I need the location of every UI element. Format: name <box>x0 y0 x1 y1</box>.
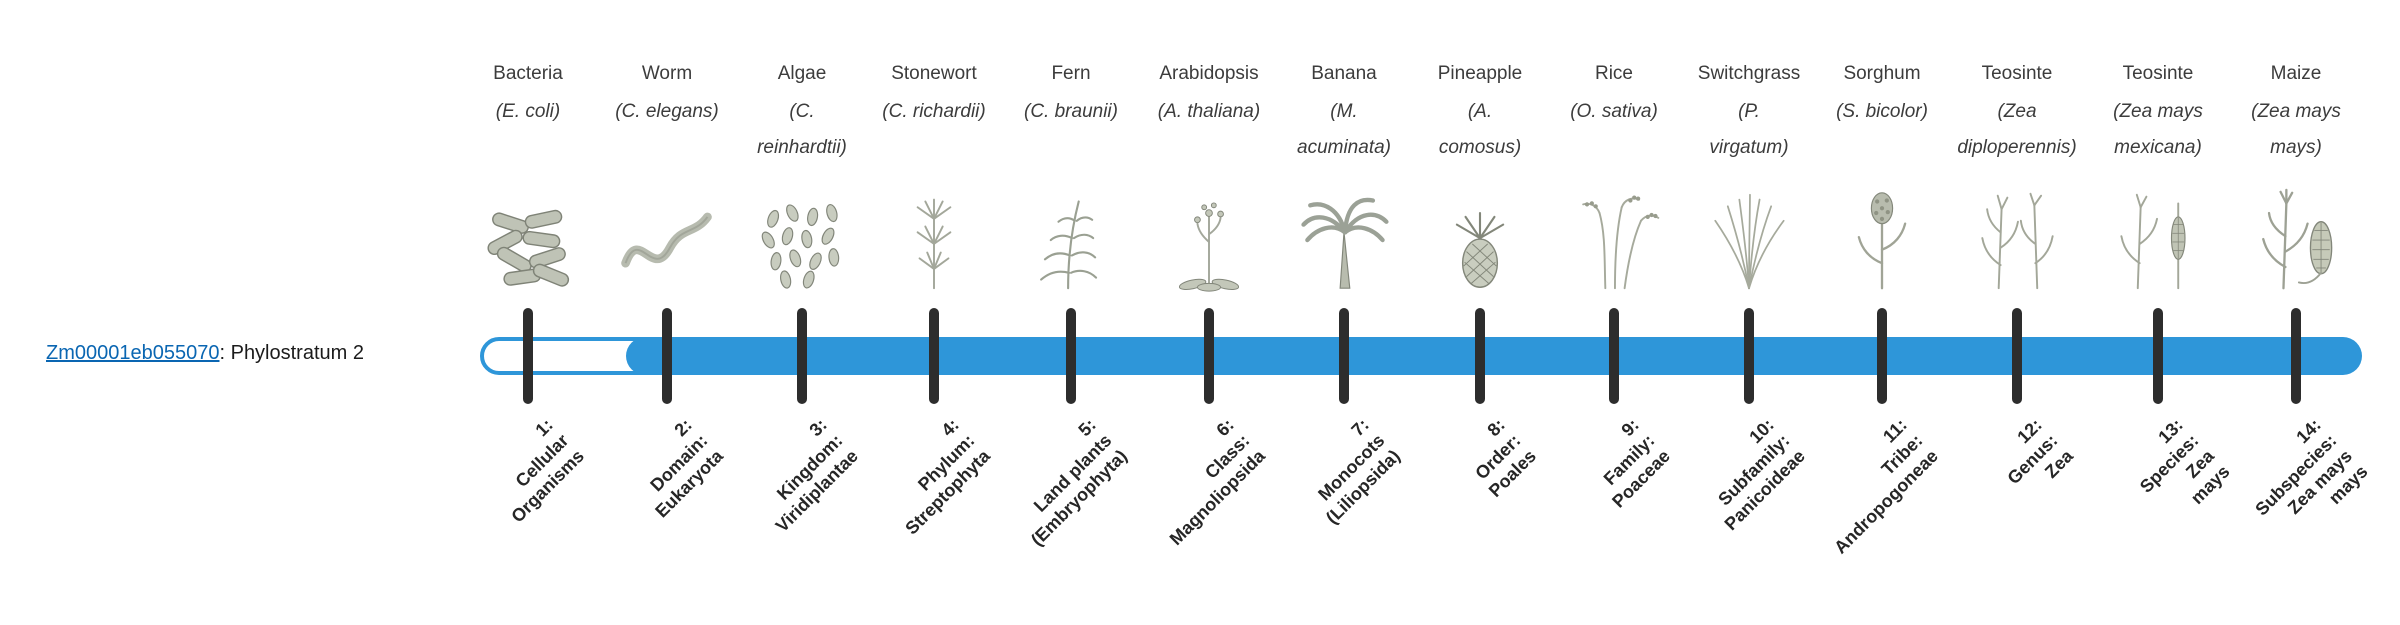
teosinte-diploperennis-illustration <box>1956 188 2078 294</box>
organism-scientific-name: (O. sativa) <box>1570 101 1658 122</box>
organism-name: Teosinte <box>2122 63 2194 84</box>
gene-id-link[interactable]: Zm00001eb055070 <box>46 342 220 364</box>
arabidopsis-illustration <box>1148 188 1270 294</box>
tick-mark <box>2153 308 2163 404</box>
organism-scientific-name: (C. braunii) <box>1024 101 1118 122</box>
tick-mark <box>1204 308 1214 404</box>
organism-scientific-name: (C. reinhardtii) <box>757 101 847 158</box>
organism-column-rice: Rice (O. sativa) <box>1529 54 1699 294</box>
stonewort-illustration <box>873 188 995 294</box>
organism-name: Algae <box>777 63 827 84</box>
gene-label: Zm00001eb055070: Phylostratum 2 <box>46 342 364 365</box>
tick-mark <box>523 308 533 404</box>
bacteria-illustration <box>467 188 589 294</box>
organism-scientific-name: (C. elegans) <box>615 101 719 122</box>
organism-column-teosinte-diploperennis: Teosinte (Zea diploperennis) <box>1932 54 2102 294</box>
organism-name: Sorghum <box>1843 63 1921 84</box>
organism-name: Pineapple <box>1437 63 1523 84</box>
tick-mark <box>1475 308 1485 404</box>
organism-name: Switchgrass <box>1697 63 1801 84</box>
maize-illustration <box>2235 188 2357 294</box>
organism-scientific-name: (C. richardii) <box>882 101 986 122</box>
organism-column-algae: Algae (C. reinhardtii) <box>717 54 887 294</box>
organism-name: Maize <box>2270 63 2322 84</box>
organism-scientific-name: (A. comosus) <box>1438 101 1522 158</box>
organism-column-banana: Banana (M. acuminata) <box>1259 54 1429 294</box>
organism-scientific-name: (Zea mays mexicana) <box>2113 101 2203 158</box>
organism-name: Rice <box>1594 63 1633 84</box>
organism-column-worm: Worm (C. elegans) <box>582 54 752 294</box>
sorghum-illustration <box>1821 188 1943 294</box>
fern-illustration <box>1010 188 1132 294</box>
organism-name: Arabidopsis <box>1159 63 1259 84</box>
organism-name: Stonewort <box>891 63 977 84</box>
tick-mark <box>797 308 807 404</box>
rice-illustration <box>1553 188 1675 294</box>
organism-column-stonewort: Stonewort (C. richardii) <box>849 54 1019 294</box>
organism-scientific-name: (Zea mays mays) <box>2251 101 2341 158</box>
organism-name: Fern <box>1051 63 1091 84</box>
tick-mark <box>1877 308 1887 404</box>
pineapple-illustration <box>1419 188 1541 294</box>
organism-column-fern: Fern (C. braunii) <box>986 54 1156 294</box>
organism-column-switchgrass: Switchgrass (P. virgatum) <box>1664 54 1834 294</box>
organism-scientific-name: (S. bicolor) <box>1836 101 1928 122</box>
tick-mark <box>2291 308 2301 404</box>
organism-scientific-name: (Zea diploperennis) <box>1957 101 2077 158</box>
tick-mark <box>1339 308 1349 404</box>
organism-column-sorghum: Sorghum (S. bicolor) <box>1797 54 1967 294</box>
timeline-filled-segment <box>626 337 2362 375</box>
organism-column-teosinte-mexicana: Teosinte (Zea mays mexicana) <box>2073 54 2243 294</box>
algae-illustration <box>741 188 863 294</box>
gene-phylostratum-text: : Phylostratum 2 <box>219 342 364 364</box>
worm-illustration <box>606 188 728 294</box>
banana-illustration <box>1283 188 1405 294</box>
organism-name: Teosinte <box>1981 63 2053 84</box>
phylostrata-timeline-figure: Zm00001eb055070: Phylostratum 2 Bacteria… <box>46 54 2381 558</box>
organism-scientific-name: (A. thaliana) <box>1157 101 1261 122</box>
organism-name: Worm <box>641 63 693 84</box>
organism-scientific-name: (E. coli) <box>495 101 561 122</box>
tick-mark <box>1744 308 1754 404</box>
organism-column-bacteria: Bacteria (E. coli) <box>443 54 613 294</box>
teosinte-mexicana-illustration <box>2097 188 2219 294</box>
organism-column-arabidopsis: Arabidopsis (A. thaliana) <box>1124 54 1294 294</box>
organism-name: Banana <box>1311 63 1377 84</box>
switchgrass-illustration <box>1688 188 1810 294</box>
organism-name: Bacteria <box>493 63 563 84</box>
tick-mark <box>662 308 672 404</box>
organism-column-pineapple: Pineapple (A. comosus) <box>1395 54 1565 294</box>
organism-scientific-name: (M. acuminata) <box>1297 101 1391 158</box>
tick-mark <box>2012 308 2022 404</box>
organism-column-maize: Maize (Zea mays mays) <box>2211 54 2381 294</box>
tick-mark <box>1066 308 1076 404</box>
organism-scientific-name: (P. virgatum) <box>1709 101 1789 158</box>
tick-mark <box>929 308 939 404</box>
tick-mark <box>1609 308 1619 404</box>
